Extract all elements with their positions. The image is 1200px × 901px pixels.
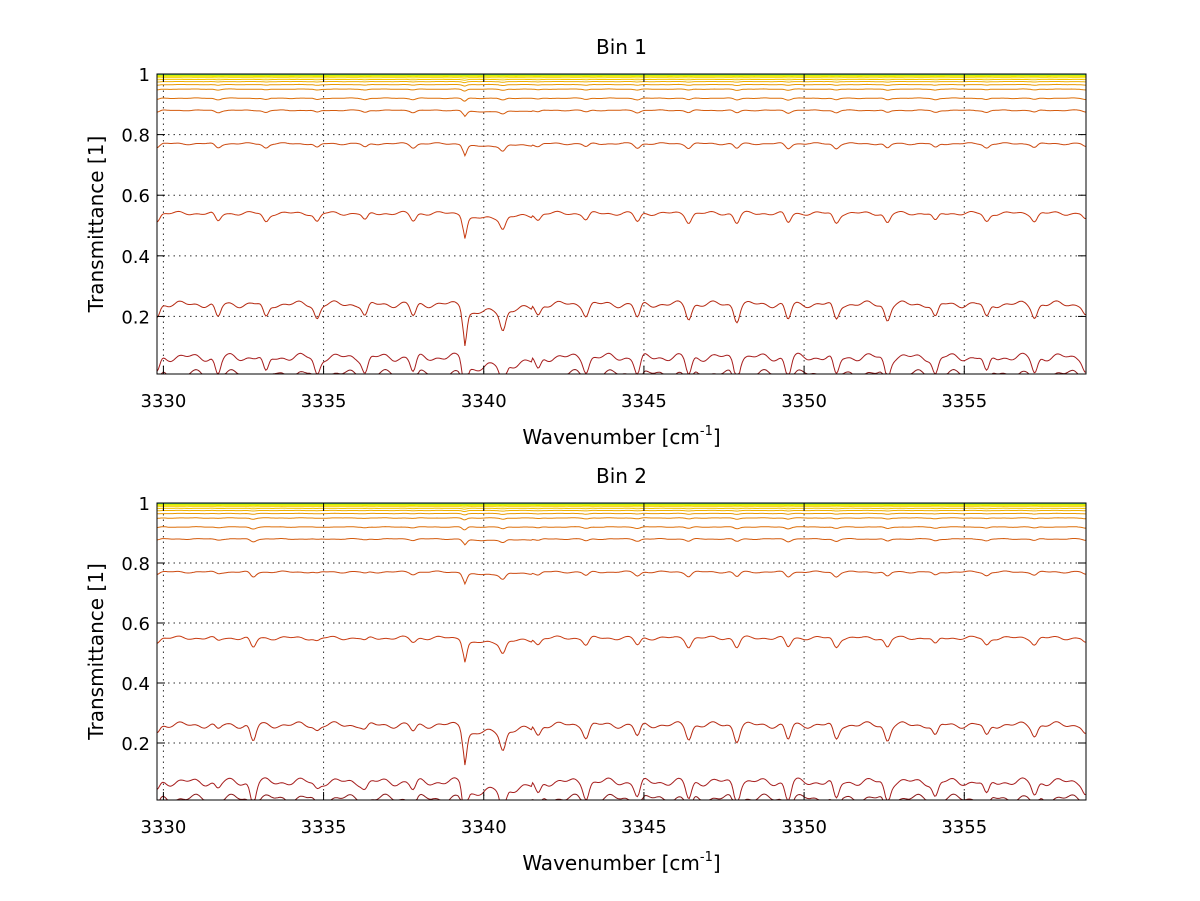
series-line-5 [156,570,1087,586]
series-line-3 [156,300,1087,346]
series-line-9 [156,83,1086,87]
series-line-6 [156,537,1087,546]
series-line-4 [156,635,1087,663]
y-tick-label: 1 [139,494,150,515]
x-axis-label-main: Wavenumber [cm [522,425,700,449]
series-line-11 [157,507,1086,510]
x-axis-label-superscript: -1 [700,850,713,865]
x-tick-label: 3330 [141,817,187,838]
axes-bin-2: 3330 3335 3340 3345 3350 3355 0.2 0.4 0.6 0.8 1 [121,494,1087,838]
x-tick-label: 3335 [301,391,347,412]
series-line-10 [157,81,1086,84]
plot-area-bin-1 [157,74,1086,374]
x-tick-label: 3340 [461,391,507,412]
y-tick-label: 0.8 [121,126,150,147]
y-tick-label: 0.2 [121,307,150,328]
series-line-6 [156,109,1087,118]
series-line-8 [156,88,1087,92]
x-tick-label: 3345 [621,391,667,412]
x-tick-label: 3350 [781,817,827,838]
plot-area-bin-2 [157,503,1086,800]
series-line-12 [157,505,1086,508]
series-line-2 [156,777,1087,801]
x-axis-label-end: ] [713,851,721,875]
series-line-10 [157,509,1086,512]
y-tick-label: 0.6 [121,614,150,635]
x-axis-label: Wavenumber [cm-1] [522,850,720,875]
x-axis-label-superscript: -1 [700,424,713,439]
chart-bin-1: 3330 3335 3340 3345 3350 3355 0.2 0.4 0.6 0.8 1 Bi… [84,35,1087,449]
x-tick-label: 3350 [781,391,827,412]
x-tick-label: 3335 [301,817,347,838]
axes-box [156,502,1087,801]
series-line-8 [156,517,1086,521]
x-tick-label: 3355 [941,817,987,838]
y-tick-label: 0.4 [121,674,150,695]
chart-title: Bin 1 [596,35,647,59]
y-tick-label: 0.2 [121,734,150,755]
x-tick-label: 3345 [621,817,667,838]
x-axis-label: Wavenumber [cm-1] [522,424,720,449]
y-tick-label: 1 [139,65,150,86]
series-line-11 [156,78,1087,81]
y-axis-label: Transmittance [1] [84,136,108,314]
x-axis-label-end: ] [713,425,721,449]
axes-bin-1: 3330 3335 3340 3345 3350 3355 0.2 0.4 0.6 0.8 1 [121,65,1087,412]
x-tick-label: 3355 [941,391,987,412]
axes-box [156,73,1087,375]
series-line-9 [157,512,1086,516]
y-tick-label: 0.8 [121,554,150,575]
x-tick-label: 3330 [141,391,187,412]
x-tick-label: 3340 [461,817,507,838]
x-axis-label-main: Wavenumber [cm [522,851,700,875]
series-line-12 [157,77,1086,79]
series-line-2 [156,352,1087,375]
series-line-4 [156,210,1087,239]
series-line-7 [156,97,1087,102]
y-tick-label: 0.4 [121,247,150,268]
series-line-5 [156,142,1087,157]
y-tick-label: 0.6 [121,186,150,207]
series-line-3 [156,721,1086,766]
chart-title: Bin 2 [596,464,647,488]
chart-bin-2: 3330 3335 3340 3345 3350 3355 0.2 0.4 0.6 0.8 1 Bi… [84,464,1087,875]
y-axis-label: Transmittance [1] [84,563,108,741]
series-line-7 [156,526,1086,531]
